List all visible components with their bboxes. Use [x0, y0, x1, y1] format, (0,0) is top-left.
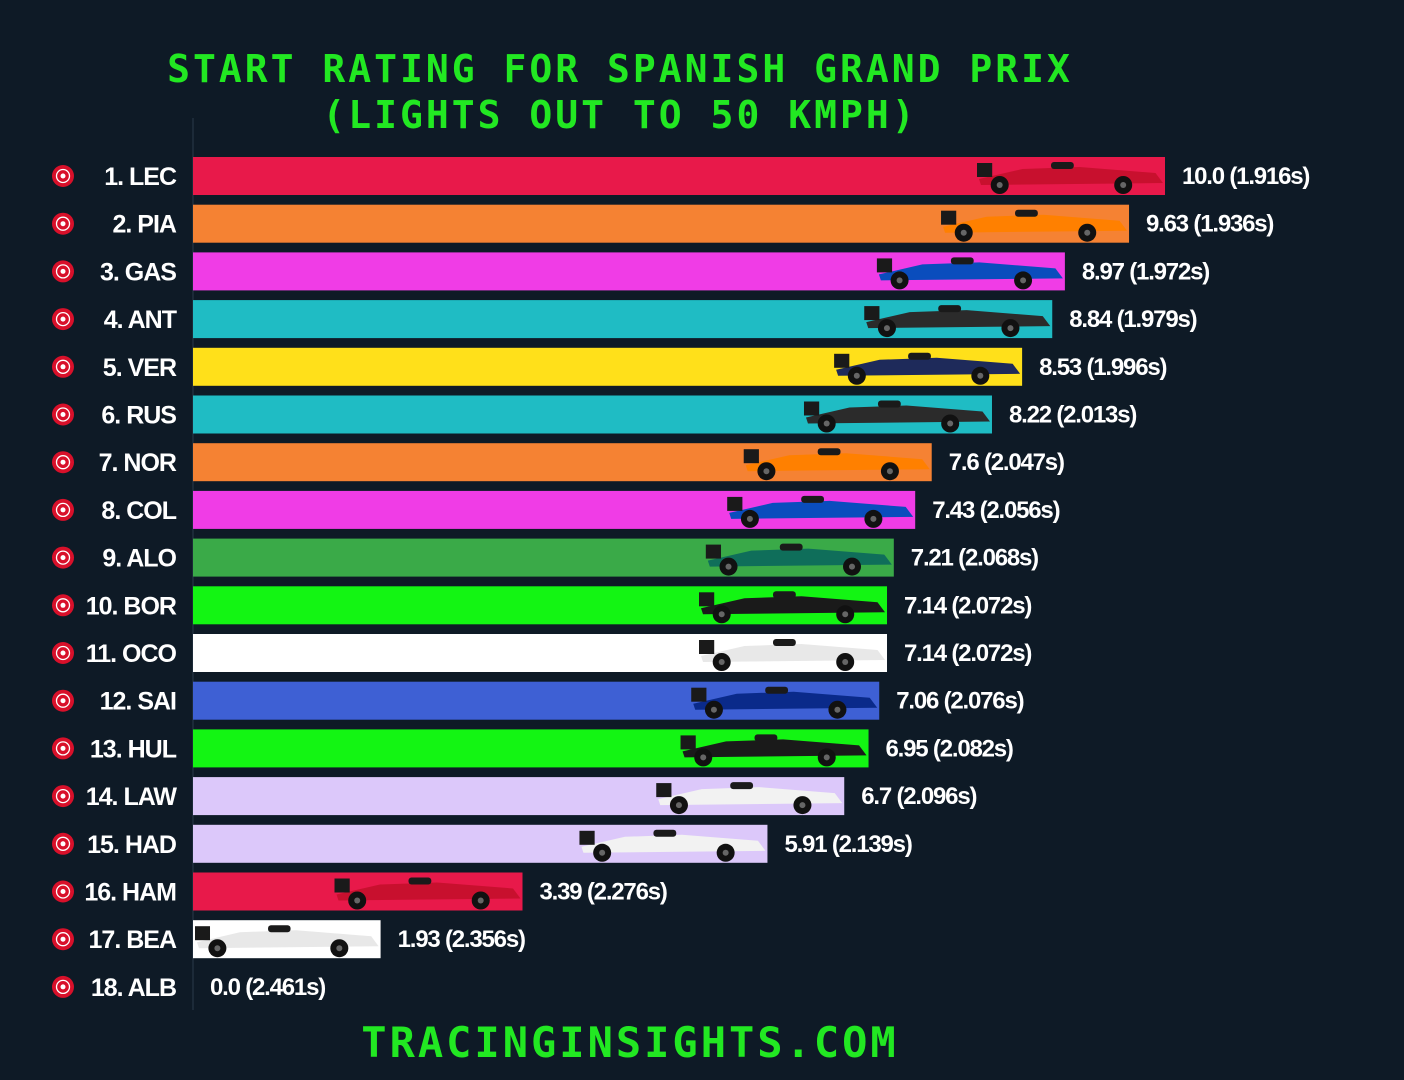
- bar-row: 1. LEC 10.0 (1.916s): [52, 157, 1311, 195]
- f1-car-icon: [727, 495, 914, 528]
- f1-car-icon: [705, 543, 892, 576]
- tyre-icon: [52, 975, 74, 998]
- tyre-icon: [52, 737, 74, 760]
- f1-car-icon: [195, 925, 379, 958]
- category-label: 16. HAM: [84, 879, 176, 907]
- value-label: 7.14 (2.072s): [904, 640, 1031, 667]
- tyre-icon: [52, 451, 74, 474]
- tyre-icon: [52, 832, 74, 855]
- bar-row: 17. BEA 1.93 (2.356s): [52, 920, 526, 959]
- bar-row: 8. COL 7.43 (2.056s): [52, 490, 1061, 529]
- value-label: 5.91 (2.139s): [784, 831, 911, 858]
- category-label: 8. COL: [101, 497, 176, 525]
- f1-car-icon: [334, 877, 521, 910]
- tyre-icon: [52, 355, 74, 378]
- category-label: 4. ANT: [104, 306, 177, 334]
- category-label: 6. RUS: [101, 402, 176, 430]
- tyre-icon: [52, 880, 74, 903]
- bar-chart: 1. LEC 10.0 (1.916s) 2. PIA 9.63 (1.936s) 3.…: [52, 118, 1311, 1010]
- value-label: 7.43 (2.056s): [932, 497, 1059, 524]
- category-label: 12. SAI: [100, 688, 176, 716]
- category-label: 3. GAS: [100, 258, 176, 286]
- f1-car-icon: [977, 162, 1163, 194]
- category-label: 14. LAW: [86, 783, 178, 811]
- f1-car-icon: [699, 639, 886, 671]
- bar-row: 9. ALO 7.21 (2.068s): [52, 538, 1039, 577]
- bar-row: 4. ANT 8.84 (1.979s): [52, 300, 1198, 339]
- tyre-icon: [52, 308, 74, 331]
- bar-row: 5. VER 8.53 (1.996s): [52, 347, 1168, 386]
- category-label: 11. OCO: [86, 640, 177, 668]
- category-label: 5. VER: [103, 354, 177, 382]
- category-label: 17. BEA: [89, 926, 177, 954]
- category-label: 10. BOR: [86, 592, 177, 620]
- value-label: 3.39 (2.276s): [540, 879, 667, 906]
- value-label: 6.95 (2.082s): [886, 735, 1013, 762]
- category-label: 7. NOR: [99, 449, 177, 477]
- value-label: 10.0 (1.916s): [1182, 163, 1309, 190]
- bar-row: 11. OCO 7.14 (2.072s): [52, 634, 1033, 672]
- category-label: 13. HUL: [90, 735, 177, 763]
- f1-car-icon: [680, 734, 867, 767]
- value-label: 8.22 (2.013s): [1009, 402, 1136, 429]
- f1-car-icon: [699, 591, 886, 624]
- tyre-icon: [52, 642, 74, 664]
- category-label: 15. HAD: [87, 831, 176, 859]
- value-label: 7.6 (2.047s): [949, 449, 1064, 476]
- chart-title-line-2: (LIGHTS OUT TO 50 KMPH): [322, 93, 918, 137]
- value-label: 7.14 (2.072s): [904, 592, 1031, 619]
- bar-row: 10. BOR 7.14 (2.072s): [52, 586, 1033, 625]
- f1-car-icon: [691, 686, 878, 719]
- f1-car-icon: [803, 400, 990, 433]
- tyre-icon: [52, 260, 74, 283]
- value-label: 6.7 (2.096s): [861, 783, 976, 810]
- bar-row: 2. PIA 9.63 (1.936s): [52, 204, 1275, 243]
- chart-title-line-1: START RATING FOR SPANISH GRAND PRIX: [167, 47, 1073, 91]
- f1-car-icon: [656, 782, 843, 815]
- value-label: 0.0 (2.461s): [210, 974, 325, 1001]
- bar-row: 16. HAM 3.39 (2.276s): [52, 872, 668, 911]
- tyre-icon: [52, 785, 74, 808]
- bar-row: 7. NOR 7.6 (2.047s): [52, 443, 1065, 482]
- bar-row: 15. HAD 5.91 (2.139s): [52, 824, 913, 863]
- chart-title: START RATING FOR SPANISH GRAND PRIX (LIG…: [0, 46, 1240, 138]
- footer-watermark: TRACINGINSIGHTS.COM: [361, 1018, 899, 1067]
- category-label: 9. ALO: [102, 545, 176, 573]
- tyre-icon: [52, 689, 74, 712]
- f1-car-icon: [743, 448, 930, 481]
- bar-row: 6. RUS 8.22 (2.013s): [52, 395, 1138, 434]
- bar-row: 14. LAW 6.7 (2.096s): [52, 777, 978, 816]
- f1-car-icon: [834, 352, 1021, 385]
- tyre-icon: [52, 403, 74, 426]
- bar-row: 13. HUL 6.95 (2.082s): [52, 729, 1014, 768]
- value-label: 8.53 (1.996s): [1039, 354, 1166, 381]
- bar-row: 12. SAI 7.06 (2.076s): [52, 681, 1025, 720]
- f1-car-icon: [876, 257, 1063, 290]
- bar-row: 3. GAS 8.97 (1.972s): [52, 252, 1210, 291]
- f1-car-icon: [941, 209, 1128, 242]
- tyre-icon: [52, 498, 74, 521]
- f1-car-icon: [864, 305, 1051, 338]
- value-label: 9.63 (1.936s): [1146, 211, 1273, 238]
- category-label: 18. ALB: [91, 974, 176, 1002]
- tyre-icon: [52, 928, 74, 951]
- value-label: 1.93 (2.356s): [398, 926, 525, 953]
- category-label: 2. PIA: [113, 211, 177, 239]
- tyre-icon: [52, 546, 74, 569]
- value-label: 7.06 (2.076s): [896, 688, 1023, 715]
- bar-row: 18. ALB 0.0 (2.461s): [52, 974, 326, 1002]
- tyre-icon: [52, 212, 74, 235]
- tyre-icon: [52, 165, 74, 187]
- value-label: 8.84 (1.979s): [1069, 306, 1196, 333]
- value-label: 7.21 (2.068s): [911, 545, 1038, 572]
- tyre-icon: [52, 594, 74, 617]
- value-label: 8.97 (1.972s): [1082, 258, 1209, 285]
- category-label: 1. LEC: [104, 163, 177, 191]
- f1-car-icon: [579, 829, 766, 862]
